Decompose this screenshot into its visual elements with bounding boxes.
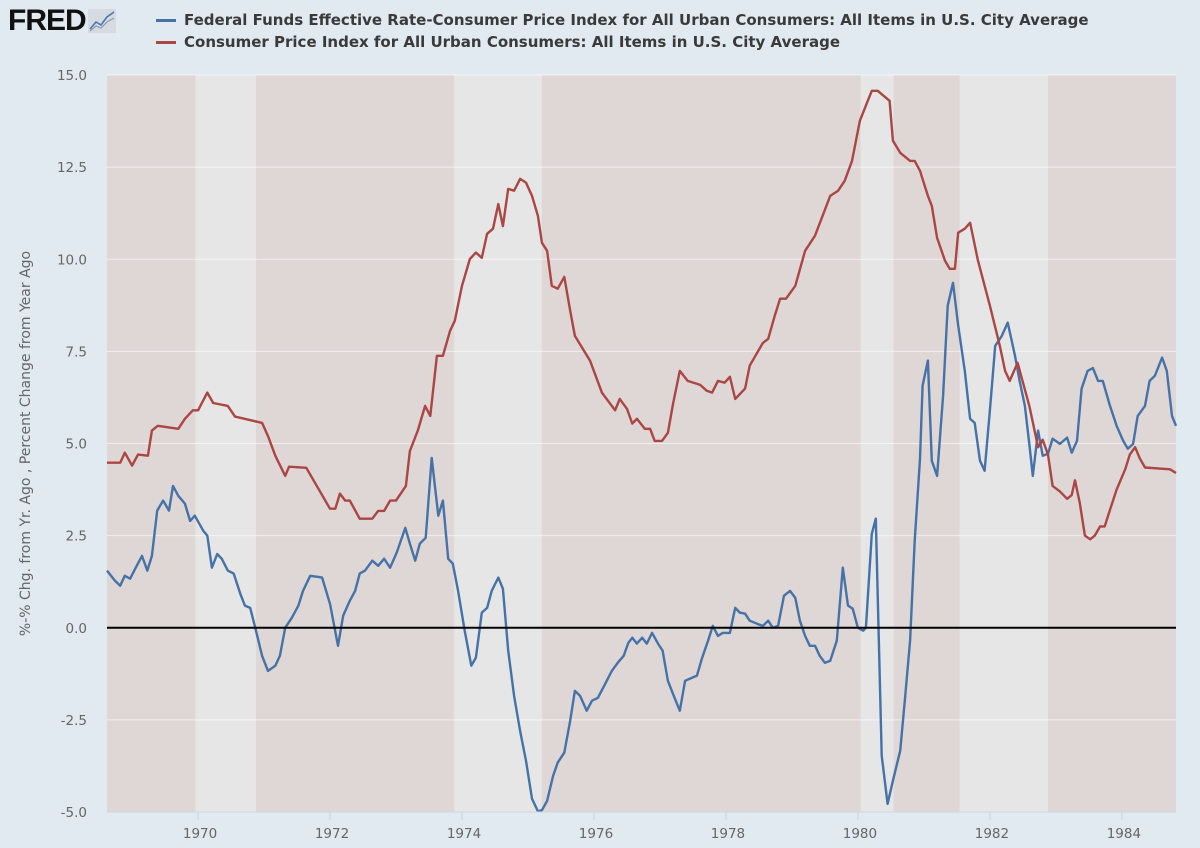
legend-item-cpi[interactable]: Consumer Price Index for All Urban Consu… [156,31,1089,53]
y-tick-label: 2.5 [66,529,87,545]
y-tick-label: 5.0 [66,437,87,453]
x-tick-label: 1976 [579,826,613,842]
legend-label: Consumer Price Index for All Urban Consu… [184,33,841,51]
logo-text: FRED [8,4,87,37]
x-tick-label: 1978 [711,826,745,842]
series-line-cpi [107,89,1177,541]
recession-band [454,75,542,812]
plot-area [107,75,1176,812]
x-tick-label: 1984 [1107,826,1141,842]
y-tick-label: 15.0 [57,68,87,84]
fred-logo[interactable]: FRED [8,4,116,38]
legend-item-fedfunds-minus-cpi[interactable]: Federal Funds Effective Rate-Consumer Pr… [156,9,1089,31]
legend-swatch-blue [156,18,176,22]
recession-band [195,75,257,812]
x-tick-label: 1974 [447,826,481,842]
logo-chart-icon [87,9,116,33]
x-tick-label: 1972 [315,826,349,842]
legend: Federal Funds Effective Rate-Consumer Pr… [156,9,1089,53]
x-tick-label: 1982 [975,826,1009,842]
legend-swatch-red [156,40,176,44]
y-tick-label: -5.0 [61,805,87,821]
recession-band [860,75,894,812]
x-tick-label: 1970 [183,826,217,842]
legend-label: Federal Funds Effective Rate-Consumer Pr… [184,11,1089,29]
y-tick-label: 10.0 [57,252,87,268]
x-tick-label: 1980 [843,826,877,842]
y-tick-label: 0.0 [66,621,87,637]
y-tick-label: 7.5 [66,344,87,360]
y-tick-label: -2.5 [61,713,87,729]
recession-band [959,75,1048,812]
y-axis-label: %-% Chg. from Yr. Ago , Percent Change f… [18,251,34,636]
series-line-fedfunds-minus-cpi [106,281,1178,813]
y-tick-label: 12.5 [57,160,87,176]
